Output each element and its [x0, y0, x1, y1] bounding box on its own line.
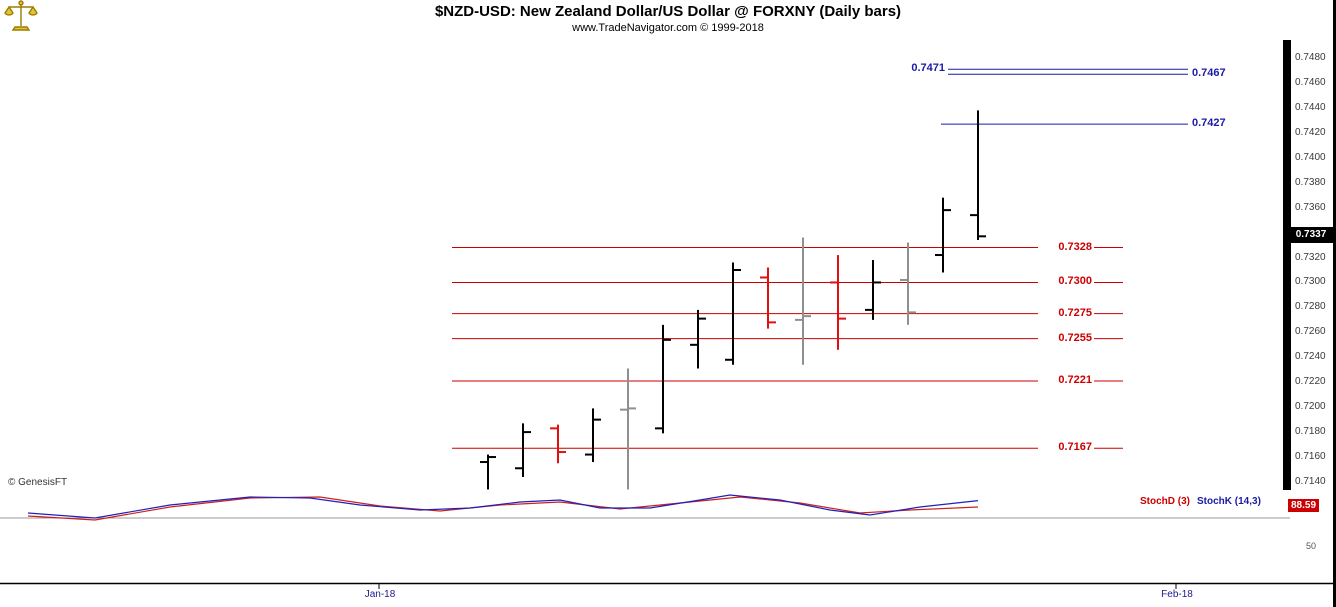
genesis-scales-logo-icon — [4, 0, 38, 32]
date-axis-label-feb: Feb-18 — [1161, 589, 1193, 600]
price-axis-label: 0.7440 — [1295, 101, 1326, 113]
projection-price-label: 0.7467 — [1192, 67, 1226, 80]
stoch-value-badge: 88.59 — [1288, 499, 1320, 512]
price-axis-label: 0.7240 — [1295, 351, 1326, 363]
price-axis-label: 0.7180 — [1295, 426, 1326, 438]
price-axis-label: 0.7220 — [1295, 376, 1326, 388]
stochd-line — [27, 496, 979, 521]
price-axis-label: 0.7320 — [1295, 251, 1326, 263]
price-axis-bar[interactable] — [1283, 40, 1291, 490]
chart-title: $NZD-USD: New Zealand Dollar/US Dollar @… — [434, 3, 902, 20]
price-axis-label: 0.7300 — [1295, 276, 1326, 288]
resistance-price-label: 0.7255 — [1038, 331, 1094, 344]
price-axis-label: 0.7140 — [1295, 475, 1326, 487]
price-axis-label: 0.7160 — [1295, 451, 1326, 463]
price-axis-label: 0.7280 — [1295, 301, 1326, 313]
price-axis-label: 0.7380 — [1295, 176, 1326, 188]
resistance-price-label: 0.7167 — [1038, 441, 1094, 454]
resistance-price-label: 0.7275 — [1038, 306, 1094, 319]
price-axis-label: 0.7360 — [1295, 201, 1326, 213]
price-axis-label: 0.7260 — [1295, 326, 1326, 338]
stochd-legend-label[interactable]: StochD (3) — [1140, 496, 1190, 507]
price-axis-label: 0.7200 — [1295, 401, 1326, 413]
last-price-badge: 0.7337 — [1289, 227, 1333, 243]
projection-price-label: 0.7427 — [1192, 117, 1226, 130]
price-axis-label: 0.7400 — [1295, 151, 1326, 163]
date-axis-label-jan: Jan-18 — [364, 589, 396, 600]
resistance-price-label: 0.7328 — [1038, 240, 1094, 253]
resistance-price-label: 0.7221 — [1038, 373, 1094, 386]
stochk-line — [27, 494, 979, 519]
price-axis-label: 0.7420 — [1295, 126, 1326, 138]
genesis-watermark: © GenesisFT — [8, 477, 68, 488]
resistance-price-label: 0.7300 — [1038, 275, 1094, 288]
projection-price-label: 0.7471 — [911, 62, 945, 75]
chart-subtitle: www.TradeNavigator.com © 1999-2018 — [572, 22, 764, 34]
stochk-legend-label[interactable]: StochK (14,3) — [1197, 496, 1261, 507]
stoch-mid-level-label: 50 — [1306, 541, 1317, 551]
window-right-border — [1333, 0, 1336, 607]
price-axis-label: 0.7480 — [1295, 52, 1326, 63]
price-axis-label: 0.7460 — [1295, 76, 1326, 88]
